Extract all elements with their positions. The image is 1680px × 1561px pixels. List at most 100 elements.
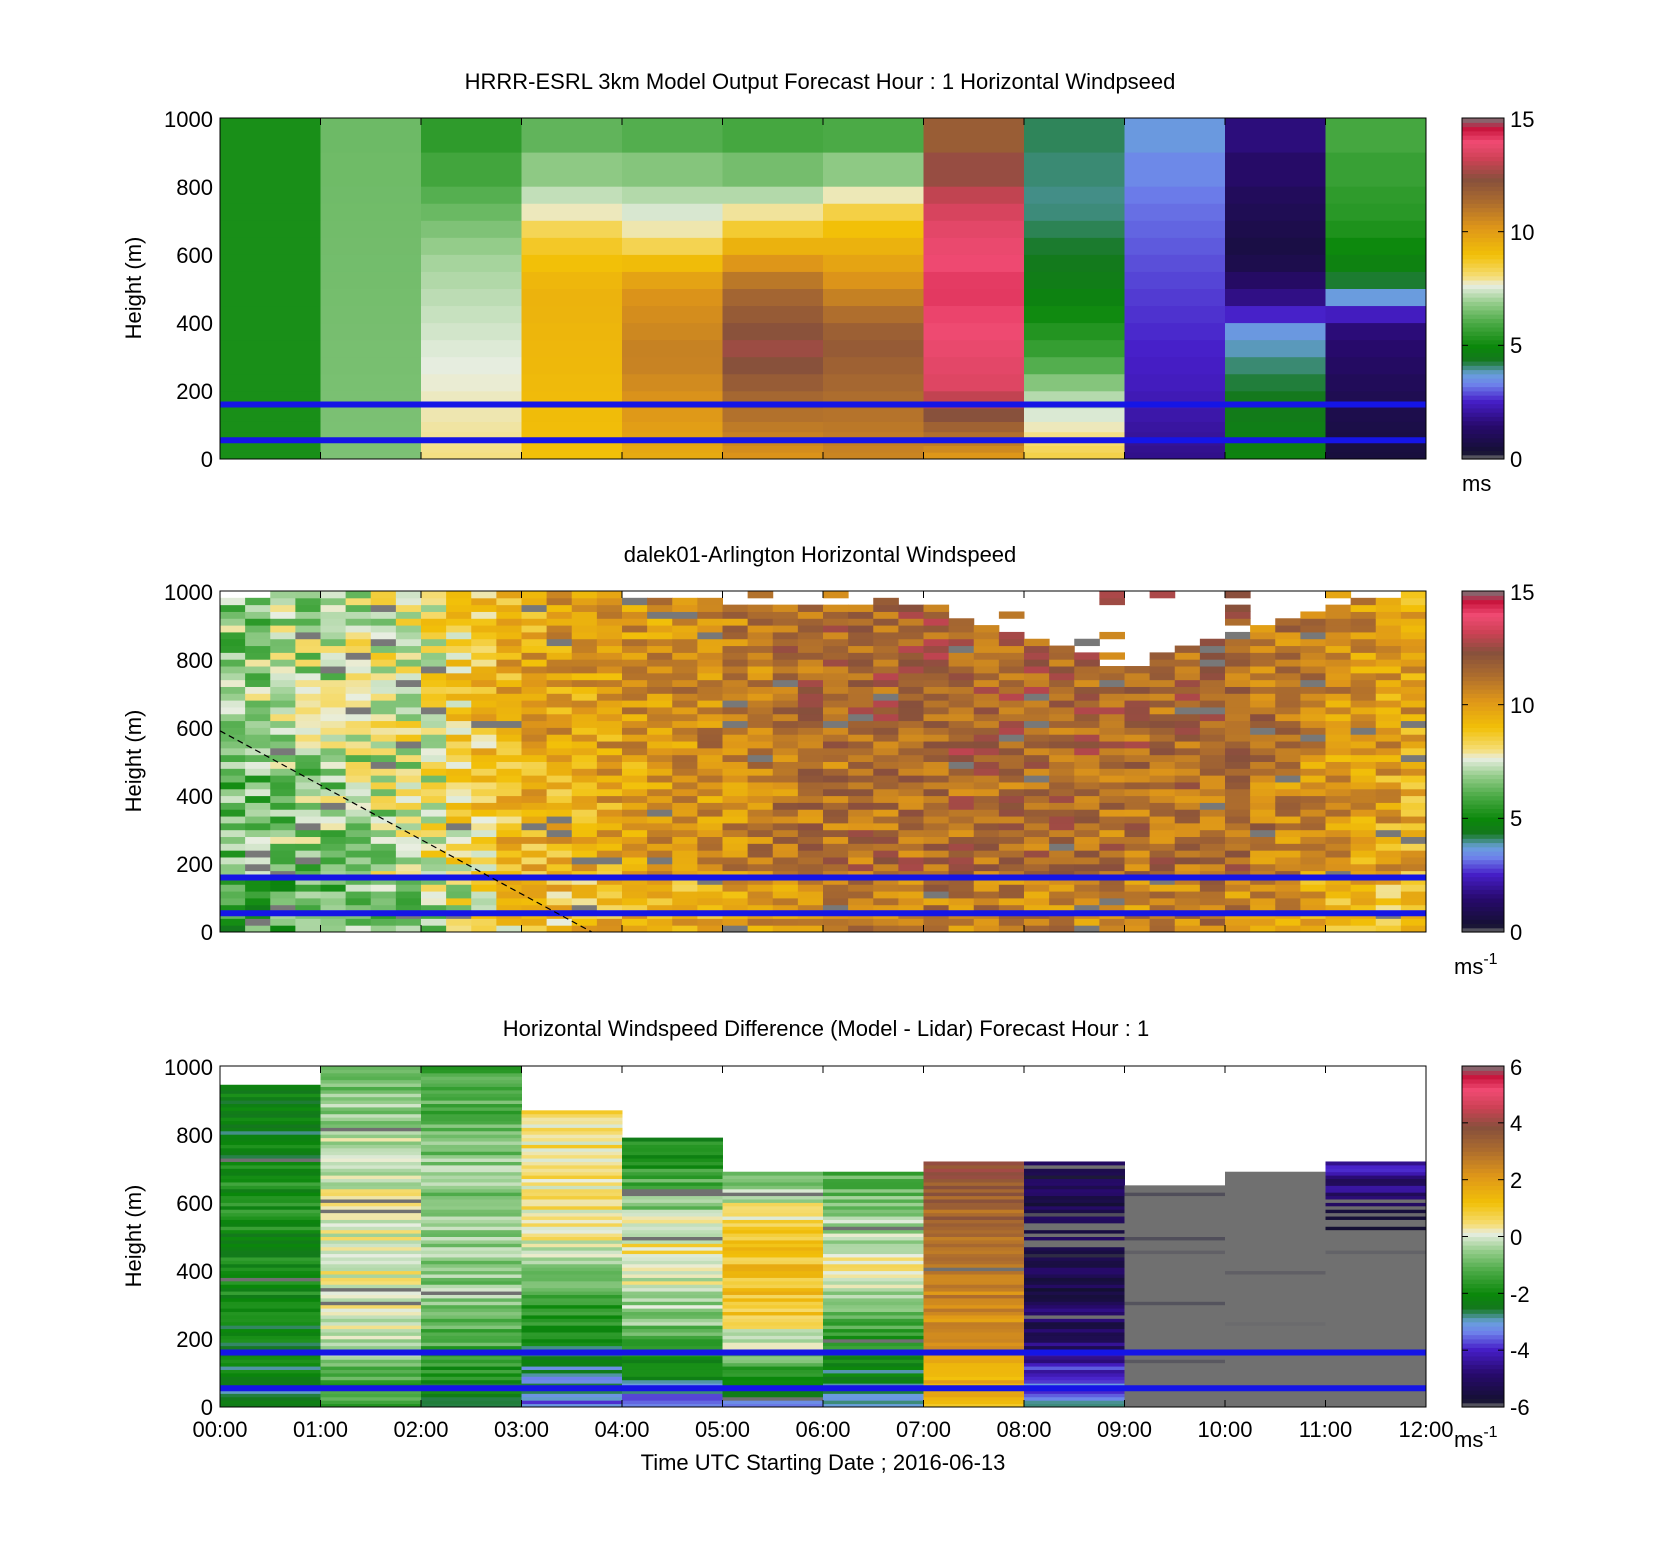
difference-cell	[320, 1195, 422, 1200]
difference-cell	[421, 1185, 522, 1190]
colorbar-swatch	[1462, 782, 1504, 788]
lidar-cell	[722, 897, 749, 906]
difference-cell	[622, 1400, 723, 1405]
lidar-cell	[571, 713, 598, 722]
colorbar-swatch	[1462, 1398, 1504, 1404]
lidar-cell	[797, 741, 824, 749]
lidar-cell	[1225, 604, 1251, 612]
lidar-cell	[973, 652, 1000, 660]
lidar-cell	[596, 891, 623, 899]
model-cell	[1225, 288, 1326, 307]
model-cell	[220, 288, 321, 307]
difference-cell	[1124, 1260, 1226, 1265]
difference-cell	[622, 1168, 723, 1173]
lidar-cell	[797, 686, 824, 694]
lidar-cell	[370, 679, 397, 687]
colorbar-swatch	[1462, 198, 1504, 204]
difference-cell	[320, 1389, 422, 1394]
lidar-cell	[772, 863, 799, 872]
lidar-cell	[948, 863, 975, 872]
lidar-cell	[345, 795, 372, 803]
lidar-cell	[245, 611, 271, 619]
lidar-cell	[220, 843, 246, 851]
lidar-cell	[1199, 693, 1226, 701]
colorbar-swatch	[1462, 833, 1504, 839]
colorbar-swatch	[1462, 731, 1504, 737]
difference-cell	[1024, 1253, 1125, 1258]
lidar-cell	[395, 850, 422, 858]
difference-cell	[1124, 1400, 1226, 1405]
difference-cell	[220, 1192, 321, 1197]
lidar-cell	[622, 788, 648, 797]
lidar-cell	[948, 713, 975, 722]
difference-cell	[421, 1338, 522, 1343]
lidar-cell	[647, 904, 673, 913]
lidar-cell	[672, 775, 698, 783]
lidar-cell	[496, 618, 522, 626]
lidar-cell	[1074, 638, 1100, 647]
lidar-cell	[345, 904, 372, 913]
difference-cell	[622, 1376, 723, 1381]
lidar-cell	[1074, 925, 1100, 933]
difference-cell	[220, 1216, 321, 1220]
difference-cell	[823, 1338, 924, 1343]
difference-cell	[923, 1277, 1025, 1282]
difference-cell	[1225, 1171, 1326, 1176]
model-cell	[622, 339, 723, 358]
lidar-cell	[898, 877, 924, 885]
lidar-cell	[923, 809, 950, 817]
lidar-cell	[471, 754, 497, 762]
difference-cell	[622, 1195, 723, 1200]
lidar-cell	[546, 611, 573, 619]
lidar-cell	[295, 727, 321, 735]
difference-cell	[320, 1239, 422, 1244]
difference-cell	[1325, 1328, 1427, 1333]
lidar-cell	[546, 618, 573, 626]
difference-cell	[622, 1362, 723, 1367]
lidar-cell	[345, 925, 372, 933]
lidar-cell	[395, 768, 422, 776]
model-cell	[1325, 152, 1427, 187]
difference-cell	[1325, 1270, 1427, 1275]
model-cell	[823, 407, 924, 422]
difference-cell	[320, 1188, 422, 1193]
lidar-cell	[295, 904, 321, 913]
lidar-cell	[1400, 666, 1427, 674]
difference-cell	[220, 1331, 321, 1336]
difference-cell	[622, 1256, 723, 1261]
lidar-cell	[1149, 781, 1176, 790]
lidar-cell	[797, 925, 824, 933]
difference-cell	[1124, 1243, 1226, 1248]
lidar-cell	[797, 638, 824, 647]
difference-cell	[1225, 1311, 1326, 1316]
difference-cell	[622, 1209, 723, 1214]
lidar-cell	[1325, 652, 1352, 660]
lidar-cell	[1074, 836, 1100, 844]
lidar-cell	[1250, 631, 1276, 640]
lidar-cell	[848, 877, 874, 885]
lidar-cell	[873, 843, 899, 851]
lidar-cell	[471, 816, 497, 824]
difference-cell	[1325, 1389, 1427, 1394]
colorbar-swatch	[1462, 1240, 1504, 1246]
lidar-cell	[1400, 877, 1427, 885]
lidar-cell	[395, 618, 422, 626]
lidar-cell	[697, 734, 723, 742]
difference-cell	[923, 1205, 1025, 1210]
difference-cell	[421, 1362, 522, 1367]
lidar-cell	[1199, 768, 1226, 776]
lidar-cell	[1149, 700, 1176, 708]
difference-cell	[220, 1393, 321, 1398]
lidar-cell	[1375, 816, 1402, 824]
lidar-cell	[1124, 734, 1151, 742]
lidar-cell	[797, 700, 824, 708]
lidar-cell	[496, 672, 522, 681]
difference-cell	[1325, 1168, 1427, 1173]
lidar-cell	[1225, 727, 1251, 735]
lidar-cell	[873, 659, 899, 667]
difference-cell	[722, 1335, 824, 1340]
lidar-cell	[772, 836, 799, 844]
lidar-cell	[1149, 666, 1176, 674]
lidar-cell	[1400, 781, 1427, 790]
lidar-cell	[873, 918, 899, 926]
